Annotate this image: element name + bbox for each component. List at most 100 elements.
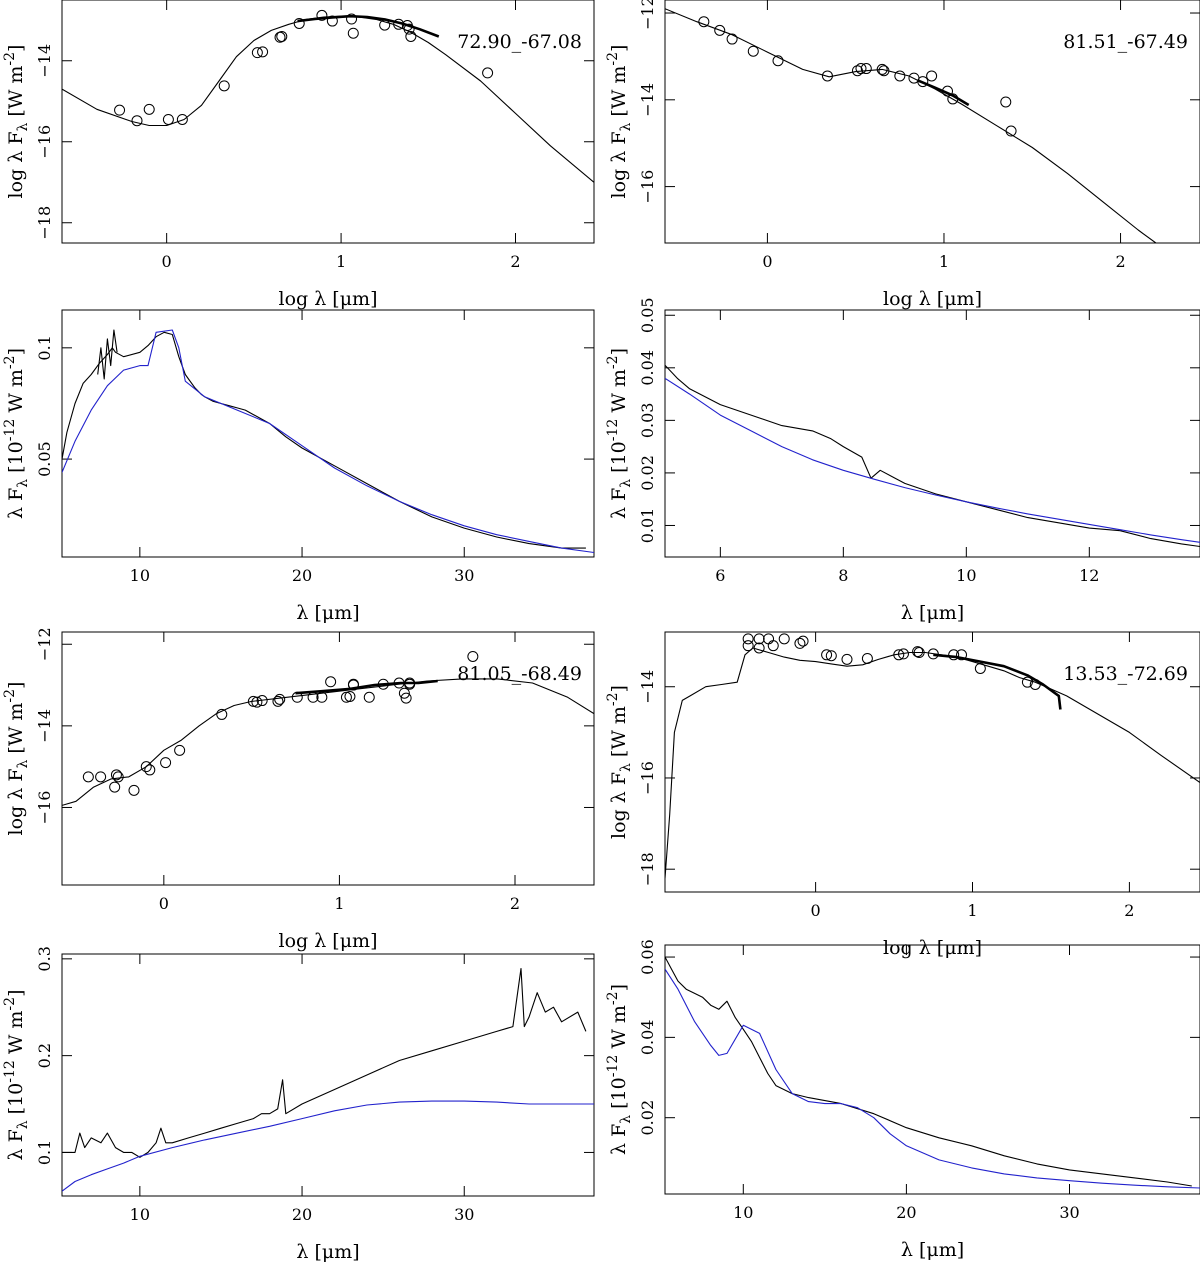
photometry-point [140,761,152,773]
photometry-point [797,635,809,647]
y-tick-label: 0.04 [638,350,657,386]
y-axis-title: λ Fλ​ [10-12​ W m-2​] [2,348,31,519]
photometry-point [363,691,375,703]
y-tick-label: −18 [638,852,657,886]
photometry-point [344,690,356,702]
photometry-point [482,67,494,79]
y-tick-label: 0.04 [638,1020,657,1056]
photometry-point [794,637,806,649]
photometry-point [377,678,389,690]
x-tick-label: 10 [130,1205,150,1224]
photometry-point [917,76,929,88]
chart-panel-bottom-right: 10 20 30 0.02 0.04 0.06 λ [μm] λ Fλ​ [10-12​ W … [605,939,1200,1261]
series-observed-line [665,956,1192,1187]
plot-frame [664,944,1200,1195]
photometry-point [316,691,328,703]
series-model-line [62,329,594,554]
y-tick-label: −16 [638,170,657,204]
y-tick-label: 0.06 [638,939,657,975]
photometry-point [346,13,358,25]
plot-area [62,9,594,183]
photometry-point [956,649,968,661]
y-tick-label: 0.3 [35,946,54,971]
photometry-point [974,662,986,674]
x-tick-label: 20 [896,1203,916,1222]
y-axis-title: log λ Fλ​ [W m-2​] [2,682,31,836]
photometry-point [256,695,268,707]
chart-panel-top-left: 0 1 2 −18 −16 −14 log λ [μm] log λ Fλ​ [W m-2​]… [2,0,595,310]
x-axis-title: λ [μm] [296,602,359,624]
x-tick-label: 10 [733,1203,753,1222]
series-model-line [665,377,1200,543]
photometry-point [912,646,924,658]
plot-frame [61,309,595,558]
y-tick-label: −16 [638,761,657,795]
x-axis-title: λ [μm] [901,602,964,624]
plot-area [62,650,594,806]
photometry-point [251,47,263,59]
photometry-point [316,9,328,21]
plot-frame [664,0,1200,244]
photometry-point [110,769,122,781]
photometry-point [112,771,124,783]
photometry-point [272,695,284,707]
plot-frame [664,309,1200,558]
x-tick-label: 10 [130,566,150,585]
photometry-point [174,744,186,756]
photometry-point [293,17,305,29]
photometry-point [1005,125,1017,137]
photometry-point [841,653,853,665]
photometry-point [274,693,286,705]
photometry-point [753,633,765,645]
x-tick-label: 12 [1079,566,1099,585]
y-tick-label: 0.05 [638,297,657,333]
series-model-line [62,678,594,806]
photometry-point [347,679,359,691]
photometry-point [404,677,416,689]
photometry-point [218,80,230,92]
photometry-point [747,45,759,57]
x-tick-label: 2 [510,894,520,913]
photometry-point [893,649,905,661]
photometry-point [726,33,738,45]
photometry-point [347,27,359,39]
x-tick-label: 1 [334,894,344,913]
photometry-point [913,647,925,659]
y-tick-label: −14 [638,670,657,704]
y-tick-label: −12 [35,627,54,661]
photometry-point [257,46,269,58]
photometry-point [393,677,405,689]
x-axis-title: λ [μm] [296,1241,359,1263]
series-spectrum-line [916,79,970,107]
y-tick-label: −14 [35,44,54,78]
photometry-point [942,85,954,97]
y-tick-label: −16 [35,125,54,159]
panel-source-label: 13.53_-72.69 [1063,663,1188,685]
series-spectrum-line [933,653,1062,710]
photometry-point [714,24,726,36]
photometry-point [403,23,415,35]
plot-area [62,329,594,554]
y-tick-label: −18 [35,206,54,240]
plot-frame [61,953,595,1197]
photometry-point [467,650,479,662]
photometry-point [216,708,228,720]
y-tick-label: 0.02 [638,455,657,491]
photometry-point [325,676,337,688]
photometry-point [276,30,288,42]
x-tick-label: 0 [162,252,172,271]
chart-panel-second-right: 6 8 10 12 0.01 0.02 0.03 0.04 0.05 λ [μm] λ Fλ​ [1… [605,297,1200,624]
y-axis-title: λ Fλ​ [10-12​ W m-2​] [605,984,634,1155]
photometry-point [947,93,959,105]
x-tick-label: 1 [939,252,949,271]
photometry-point [176,113,188,125]
y-tick-label: 0.02 [638,1100,657,1136]
x-axis-title: log λ [μm] [883,937,982,959]
panel-source-label: 81.51_-67.49 [1063,31,1188,53]
photometry-point [400,692,412,704]
y-tick-label: 0.05 [35,441,54,477]
photometry-point [742,633,754,645]
x-tick-label: 6 [715,566,725,585]
photometry-point [162,113,174,125]
